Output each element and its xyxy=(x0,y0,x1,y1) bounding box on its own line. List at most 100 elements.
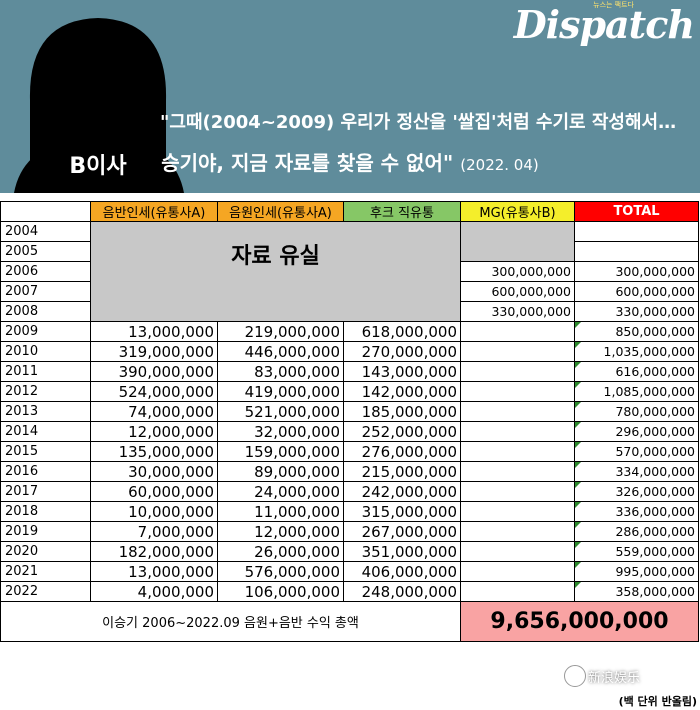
total-value-text: 570,000,000 xyxy=(615,444,695,459)
album-royalty-cell: 13,000,000 xyxy=(90,561,218,582)
quote-line-2: 승기야, 지금 자료를 찾을 수 없어" (2022. 04) xyxy=(0,147,700,176)
year-cell: 2022 xyxy=(0,581,91,602)
hook-direct-cell: 267,000,000 xyxy=(343,521,461,542)
year-cell: 2006 xyxy=(0,261,91,282)
digital-royalty-cell: 83,000,000 xyxy=(217,361,344,382)
header-banner: B이사 뉴스는 팩트다 Dispatch "그때(2004~2009) 우리가 … xyxy=(0,0,700,193)
album-royalty-cell: 182,000,000 xyxy=(90,541,218,562)
quote-date: (2022. 04) xyxy=(460,156,539,174)
digital-royalty-cell: 159,000,000 xyxy=(217,441,344,462)
cell-marker-icon xyxy=(575,582,581,588)
cell-marker-icon xyxy=(575,422,581,428)
mg-cell xyxy=(460,581,575,602)
grand-total-row: 이승기 2006~2022.09 음원+음반 수익 총액 9,656,000,00… xyxy=(0,601,699,642)
digital-royalty-cell: 521,000,000 xyxy=(217,401,344,422)
table-row: 2019 7,000,000 12,000,000 267,000,000 286,00… xyxy=(0,521,699,542)
year-cell: 2021 xyxy=(0,561,91,582)
quote-line-1: "그때(2004~2009) 우리가 정산을 '쌀집'처럼 수기로 작성해서… xyxy=(160,112,677,133)
total-cell: 326,000,000 xyxy=(574,481,699,502)
logo-tagline: 뉴스는 팩트다 xyxy=(593,1,634,9)
total-cell: 296,000,000 xyxy=(574,421,699,442)
mg-cell xyxy=(460,441,575,462)
year-cell: 2017 xyxy=(0,481,91,502)
header-hook-direct: 후크 직유통 xyxy=(343,201,461,222)
total-cell: 559,000,000 xyxy=(574,541,699,562)
table-row: 2016 30,000,000 89,000,000 215,000,000 334,0… xyxy=(0,461,699,482)
album-royalty-cell: 60,000,000 xyxy=(90,481,218,502)
table-row: 2018 10,000,000 11,000,000 315,000,000 336,0… xyxy=(0,501,699,522)
mg-cell: 300,000,000 xyxy=(460,261,575,282)
digital-royalty-cell: 106,000,000 xyxy=(217,581,344,602)
hook-direct-cell: 143,000,000 xyxy=(343,361,461,382)
total-cell xyxy=(574,241,699,262)
digital-royalty-cell: 11,000,000 xyxy=(217,501,344,522)
total-value-text: 326,000,000 xyxy=(615,484,695,499)
album-royalty-cell: 390,000,000 xyxy=(90,361,218,382)
cell-marker-icon xyxy=(575,382,581,388)
table-row: 2011 390,000,000 83,000,000 143,000,000 616,… xyxy=(0,361,699,382)
mg-cell: 600,000,000 xyxy=(460,281,575,302)
total-cell: 850,000,000 xyxy=(574,321,699,342)
year-cell: 2013 xyxy=(0,401,91,422)
hook-direct-cell: 185,000,000 xyxy=(343,401,461,422)
person-silhouette-icon xyxy=(14,18,184,193)
hook-direct-cell: 276,000,000 xyxy=(343,441,461,462)
total-cell: 570,000,000 xyxy=(574,441,699,462)
hook-direct-cell: 242,000,000 xyxy=(343,481,461,502)
watermark-text: 新浪娱乐 xyxy=(588,671,641,686)
mg-cell xyxy=(460,361,575,382)
year-cell: 2005 xyxy=(0,241,91,262)
digital-royalty-cell: 419,000,000 xyxy=(217,381,344,402)
table-row: 2022 4,000,000 106,000,000 248,000,000 358,0… xyxy=(0,581,699,602)
album-royalty-cell: 135,000,000 xyxy=(90,441,218,462)
header-album-royalty: 음반인세(유통사A) xyxy=(90,201,218,222)
album-royalty-cell: 12,000,000 xyxy=(90,421,218,442)
total-value-text: 358,000,000 xyxy=(615,584,695,599)
album-royalty-cell: 30,000,000 xyxy=(90,461,218,482)
total-cell: 780,000,000 xyxy=(574,401,699,422)
total-cell: 358,000,000 xyxy=(574,581,699,602)
year-cell: 2011 xyxy=(0,361,91,382)
year-cell: 2020 xyxy=(0,541,91,562)
person-label: B이사 xyxy=(69,154,127,179)
cell-marker-icon xyxy=(575,362,581,368)
mg-cell xyxy=(460,501,575,522)
digital-royalty-cell: 446,000,000 xyxy=(217,341,344,362)
year-cell: 2018 xyxy=(0,501,91,522)
table-row: 2010 319,000,000 446,000,000 270,000,000 1,0… xyxy=(0,341,699,362)
total-cell: 334,000,000 xyxy=(574,461,699,482)
total-value-text: 850,000,000 xyxy=(615,324,695,339)
year-cell: 2016 xyxy=(0,461,91,482)
mg-cell: 330,000,000 xyxy=(460,301,575,322)
revenue-table: 음반인세(유통사A) 음원인세(유통사A) 후크 직유통 MG(유통사B) TO… xyxy=(0,201,699,642)
mg-cell xyxy=(460,461,575,482)
table-row: 2005 xyxy=(0,241,699,262)
data-lost-label: 자료 유실 xyxy=(231,243,320,269)
mg-cell xyxy=(460,381,575,402)
album-royalty-cell: 7,000,000 xyxy=(90,521,218,542)
hook-direct-cell: 215,000,000 xyxy=(343,461,461,482)
table-row: 2012 524,000,000 419,000,000 142,000,000 1,0… xyxy=(0,381,699,402)
cell-marker-icon xyxy=(575,482,581,488)
mg-cell xyxy=(460,481,575,502)
cell-marker-icon xyxy=(575,402,581,408)
hook-direct-cell: 351,000,000 xyxy=(343,541,461,562)
year-cell: 2015 xyxy=(0,441,91,462)
digital-royalty-cell: 12,000,000 xyxy=(217,521,344,542)
total-value-text: 296,000,000 xyxy=(615,424,695,439)
total-cell: 336,000,000 xyxy=(574,501,699,522)
table-row: 2008 330,000,000 330,000,000 xyxy=(0,301,699,322)
mg-cell xyxy=(460,561,575,582)
year-cell: 2014 xyxy=(0,421,91,442)
total-value-text: 336,000,000 xyxy=(615,504,695,519)
album-royalty-cell: 13,000,000 xyxy=(90,321,218,342)
total-value-text: 780,000,000 xyxy=(615,404,695,419)
grand-total-label: 이승기 2006~2022.09 음원+음반 수익 총액 xyxy=(0,601,461,642)
header-mg: MG(유통사B) xyxy=(460,201,575,222)
album-royalty-cell: 319,000,000 xyxy=(90,341,218,362)
total-cell: 1,035,000,000 xyxy=(574,341,699,362)
hook-direct-cell: 315,000,000 xyxy=(343,501,461,522)
table-row: 2014 12,000,000 32,000,000 252,000,000 296,0… xyxy=(0,421,699,442)
grand-total-value: 9,656,000,000 xyxy=(460,601,699,642)
total-value-text: 616,000,000 xyxy=(615,364,695,379)
